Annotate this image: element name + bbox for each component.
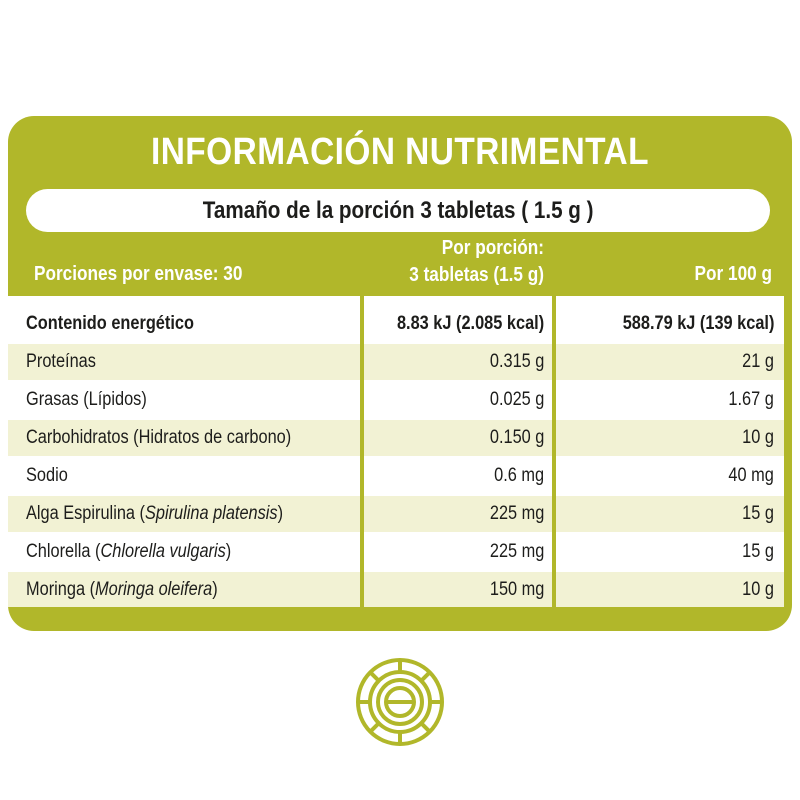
panel-title: INFORMACIÓN NUTRIMENTAL	[150, 131, 650, 173]
per-portion-value: 0.315 g	[489, 351, 544, 372]
per-portion-value: 225 mg	[489, 503, 544, 524]
per-portion-value: 225 mg	[489, 541, 544, 562]
per-100g-value: 15 g	[742, 503, 774, 524]
nutrient-scientific-name: Moringa oleifera	[95, 579, 213, 600]
table-row: Carbohidratos (Hidratos de carbono) 0.15…	[8, 420, 784, 456]
portion-size-banner: Tamaño de la porción 3 tabletas ( 1.5 g …	[26, 189, 770, 232]
servings-per-container: Porciones por envase: 30	[34, 263, 243, 285]
nutrient-common-name: Moringa (	[26, 579, 96, 600]
table-row: Grasas (Lípidos) 0.025 g 1.67 g	[8, 382, 784, 418]
per-100g-header: Por 100 g	[694, 263, 772, 285]
column-divider-right	[552, 296, 556, 607]
column-divider-left	[360, 296, 364, 607]
nutrient-name: Grasas (Lípidos)	[26, 389, 147, 410]
table-row: Moringa (Moringa oleifera) 150 mg 10 g	[8, 572, 784, 607]
per-100g-value: 10 g	[742, 427, 774, 448]
table-row: Alga Espirulina (Spirulina platensis) 22…	[8, 496, 784, 532]
nutrition-table: Contenido energético 8.83 kJ (2.085 kcal…	[8, 296, 784, 607]
circular-seal-icon	[356, 658, 444, 746]
nutrient-name: Moringa (Moringa oleifera)	[26, 572, 218, 607]
per-portion-value: 8.83 kJ (2.085 kcal)	[396, 313, 544, 334]
nutrient-name-suffix: )	[277, 503, 284, 524]
per-100g-value: 40 mg	[728, 465, 774, 486]
per-100g-value: 1.67 g	[728, 389, 774, 410]
per-100g-value: 15 g	[742, 541, 774, 562]
nutrient-name: Sodio	[26, 465, 68, 486]
nutrient-name: Carbohidratos (Hidratos de carbono)	[26, 427, 292, 448]
nutrient-scientific-name: Chlorella vulgaris	[100, 541, 226, 562]
table-row: Proteínas 0.315 g 21 g	[8, 344, 784, 380]
nutrient-scientific-name: Spirulina platensis	[144, 503, 278, 524]
nutrient-name: Alga Espirulina (Spirulina platensis)	[26, 496, 283, 532]
nutrient-name-suffix: )	[212, 579, 218, 600]
per-100g-value: 10 g	[742, 579, 774, 600]
per-portion-value: 150 mg	[489, 579, 544, 600]
nutrient-name-suffix: )	[225, 541, 232, 562]
nutrient-name: Proteínas	[26, 351, 96, 372]
per-100g-value: 588.79 kJ (139 kcal)	[622, 313, 774, 334]
per-portion-value: 0.025 g	[489, 389, 544, 410]
table-row: Chlorella (Chlorella vulgaris) 225 mg 15…	[8, 534, 784, 570]
table-row: Sodio 0.6 mg 40 mg	[8, 458, 784, 494]
per-100g-value: 21 g	[742, 351, 774, 372]
table-row: Contenido energético 8.83 kJ (2.085 kcal…	[8, 306, 784, 342]
nutrient-common-name: Chlorella (	[26, 541, 101, 562]
portion-size-text: Tamaño de la porción 3 tabletas ( 1.5 g …	[202, 196, 594, 224]
nutrient-common-name: Alga Espirulina (	[26, 503, 145, 524]
per-portion-value: 0.150 g	[489, 427, 544, 448]
nutrient-name: Contenido energético	[26, 313, 194, 334]
per-portion-value: 0.6 mg	[494, 465, 544, 486]
nutrient-name: Chlorella (Chlorella vulgaris)	[26, 534, 231, 570]
per-portion-header-line1: Por porción:	[441, 237, 544, 259]
per-portion-header: Por porción: 3 tabletas (1.5 g)	[369, 235, 544, 289]
per-portion-header-line2: 3 tabletas (1.5 g)	[409, 264, 544, 286]
